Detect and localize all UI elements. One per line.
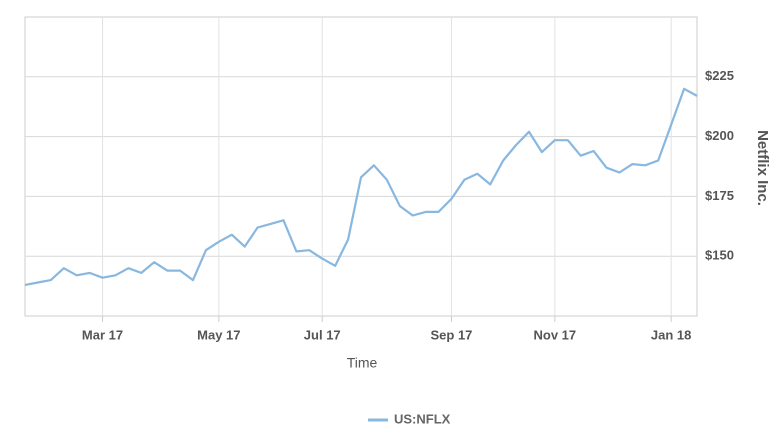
x-tick-label: Nov 17 (534, 327, 577, 342)
y-tick-label: $200 (705, 128, 734, 143)
data-line (24, 87, 698, 286)
y-tick-label: $225 (705, 68, 734, 83)
x-tick-label: Jul 17 (304, 327, 341, 342)
legend-label[interactable]: US:NFLX (394, 411, 451, 426)
y-tick-label: $150 (705, 248, 734, 263)
x-tick-label: Jan 18 (651, 327, 691, 342)
y-tick-label: $175 (705, 188, 734, 203)
x-axis-title: Time (347, 355, 378, 371)
x-tick-label: Mar 17 (82, 327, 123, 342)
plot-frame (24, 16, 698, 317)
x-tick-label: May 17 (197, 327, 240, 342)
x-tick-label: Sep 17 (431, 327, 473, 342)
y-axis-title: Netflix Inc. (754, 130, 771, 206)
